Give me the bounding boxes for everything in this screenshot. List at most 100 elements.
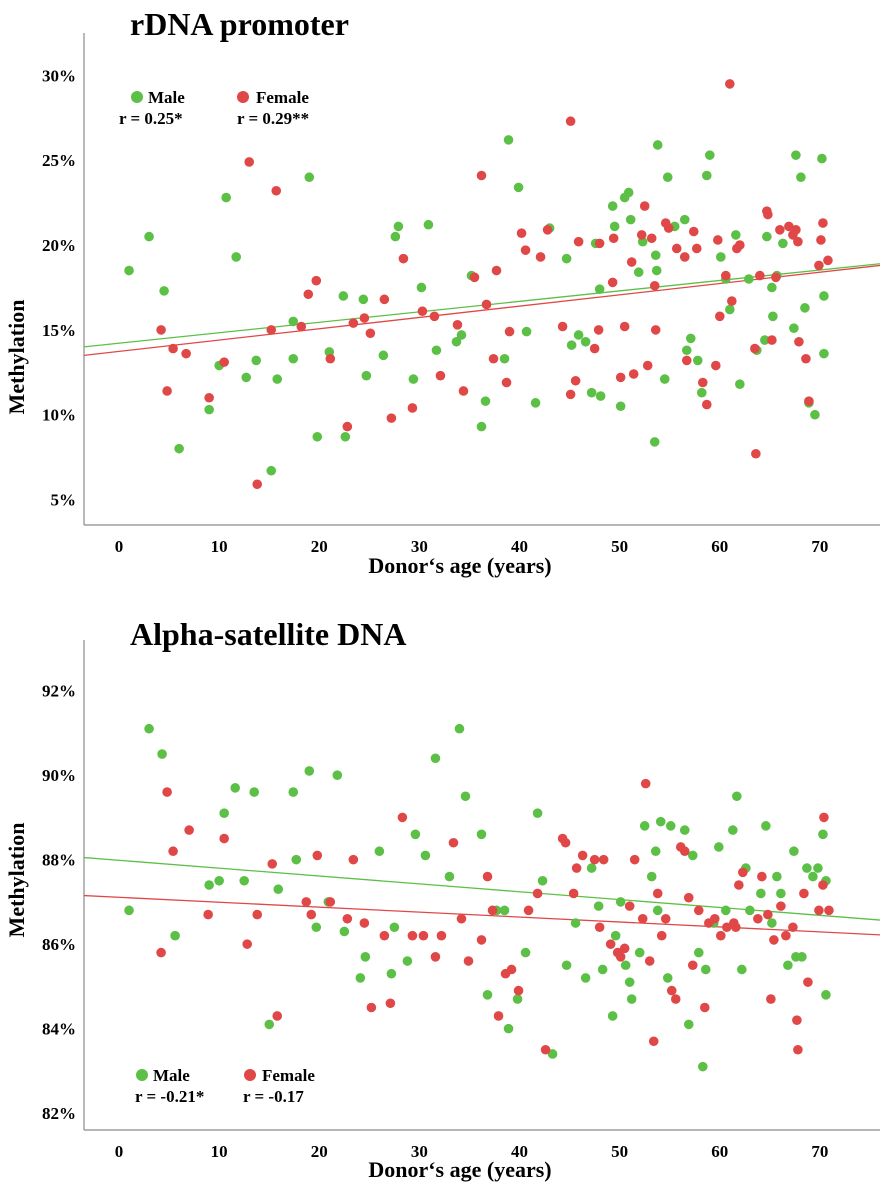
- point-female: [763, 909, 773, 920]
- point-male: [650, 250, 661, 261]
- y-tick-labels: 82% 84% 86% 88% 90% 92%: [42, 682, 76, 1123]
- point-female: [535, 252, 546, 262]
- point-female: [589, 343, 600, 354]
- point-male: [744, 274, 754, 284]
- point-male: [728, 825, 738, 835]
- point-male: [607, 1011, 618, 1021]
- point-male: [561, 253, 572, 264]
- point-male: [312, 431, 323, 442]
- point-female: [775, 225, 785, 235]
- point-female: [359, 918, 370, 928]
- point-female: [162, 386, 172, 396]
- point-male: [456, 330, 467, 340]
- y-tick-label: 10%: [42, 406, 76, 425]
- scatter-points: [124, 723, 834, 1072]
- point-male: [607, 201, 618, 211]
- point-female: [594, 238, 605, 249]
- point-female: [763, 209, 773, 220]
- point-female: [407, 930, 418, 941]
- point-female: [156, 325, 166, 335]
- x-tick-label: 30: [411, 537, 428, 556]
- point-male: [652, 140, 663, 150]
- point-male: [813, 863, 823, 873]
- point-female: [540, 1044, 551, 1055]
- point-male: [264, 1019, 275, 1030]
- point-male: [339, 926, 350, 937]
- point-female: [640, 778, 651, 789]
- point-female: [816, 235, 826, 245]
- point-male: [570, 918, 581, 928]
- point-female: [766, 994, 776, 1004]
- point-male: [520, 947, 531, 958]
- point-male: [204, 404, 214, 415]
- point-female: [219, 833, 229, 844]
- point-male: [679, 214, 690, 225]
- point-female: [568, 888, 579, 899]
- point-female: [710, 360, 721, 371]
- point-female: [681, 355, 692, 366]
- point-female: [814, 260, 824, 271]
- point-female: [272, 1011, 283, 1021]
- point-male: [681, 345, 692, 356]
- point-male: [402, 956, 413, 966]
- point-male: [594, 284, 605, 294]
- point-female: [565, 116, 576, 127]
- point-male: [634, 947, 645, 958]
- point-male: [288, 316, 299, 327]
- point-female: [594, 922, 605, 933]
- point-male: [650, 846, 661, 857]
- point-female: [301, 897, 312, 907]
- x-tick-label: 50: [611, 537, 628, 556]
- point-female: [513, 985, 524, 996]
- point-female: [660, 913, 671, 924]
- point-male: [503, 1023, 514, 1034]
- point-male: [332, 770, 343, 780]
- point-female: [652, 888, 663, 899]
- point-female: [516, 228, 527, 238]
- point-female: [649, 280, 660, 291]
- point-male: [389, 922, 400, 933]
- point-female: [242, 939, 253, 949]
- point-female: [679, 252, 690, 262]
- point-female: [366, 1002, 377, 1013]
- x-axis-label: Donor‘s age (years): [368, 1157, 551, 1182]
- point-male: [451, 336, 462, 347]
- point-male: [231, 252, 241, 262]
- point-male: [597, 964, 608, 975]
- point-female: [532, 888, 543, 899]
- point-female: [663, 223, 674, 233]
- point-female: [629, 854, 640, 865]
- point-male: [144, 723, 154, 734]
- point-female: [342, 913, 353, 924]
- point-female: [750, 343, 760, 354]
- point-female: [714, 311, 725, 322]
- point-male: [789, 846, 799, 857]
- point-male: [390, 231, 401, 242]
- x-tick-labels: 0 10 20 30 40 50 60 70: [115, 1142, 829, 1161]
- y-tick-label: 88%: [42, 851, 76, 870]
- y-tick-labels: 5% 10% 15% 20% 25% 30%: [42, 66, 76, 509]
- point-female: [386, 413, 397, 423]
- legend-marker-male: [131, 91, 143, 103]
- point-female: [598, 854, 609, 865]
- point-female: [493, 1011, 504, 1021]
- point-male: [615, 897, 626, 907]
- x-tick-label: 10: [211, 1142, 228, 1161]
- point-male: [767, 918, 777, 928]
- point-male: [219, 808, 229, 818]
- point-male: [623, 187, 634, 198]
- point-male: [174, 443, 184, 454]
- point-male: [340, 431, 351, 442]
- point-male: [697, 1061, 708, 1072]
- point-male: [615, 401, 626, 412]
- point-male: [580, 336, 591, 347]
- point-male: [735, 379, 745, 389]
- point-female: [348, 318, 359, 328]
- point-male: [251, 355, 262, 366]
- point-female: [312, 850, 323, 861]
- legend-stat-female: r = -0.17: [243, 1087, 304, 1106]
- point-male: [626, 994, 637, 1004]
- x-tick-label: 60: [711, 1142, 728, 1161]
- point-female: [679, 846, 690, 857]
- x-tick-label: 30: [411, 1142, 428, 1161]
